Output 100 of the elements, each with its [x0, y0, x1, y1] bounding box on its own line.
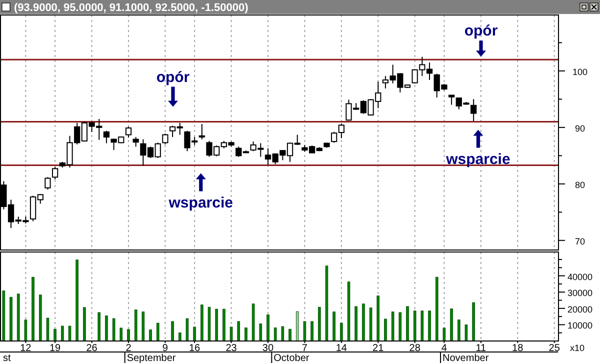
bar [186, 318, 189, 342]
x-tick-label: 14 [336, 343, 348, 354]
bar [296, 311, 299, 342]
x-tick-label: 7 [302, 343, 308, 354]
y-tick-label: 80 [574, 180, 586, 190]
bar [354, 306, 358, 342]
chart-title: (93.9000, 95.0000, 91.1000, 92.5000, -1.50000) [14, 2, 249, 14]
text: st [3, 353, 11, 363]
bar [274, 328, 277, 342]
bar [450, 308, 453, 342]
y-tick-label: 90 [574, 123, 586, 134]
x-tick-label: 16 [189, 343, 201, 354]
annotation: wsparcie [445, 150, 510, 168]
bar [178, 332, 182, 342]
bar [266, 314, 270, 342]
bar [149, 330, 152, 342]
y-tick-label: 20000 [567, 304, 593, 314]
bar [281, 326, 284, 342]
bar [442, 328, 446, 342]
bar [200, 304, 204, 342]
bar [16, 294, 20, 342]
text: October [274, 353, 310, 363]
bar [76, 260, 78, 342]
y-tick-label: 30000 [567, 288, 593, 298]
bar [2, 290, 6, 342]
bar [457, 320, 460, 342]
bar [222, 308, 226, 342]
x-tick-label: 25 [548, 343, 560, 354]
bar [340, 322, 343, 342]
x-tick-label: 28 [409, 343, 421, 354]
bar [46, 318, 50, 342]
bar [384, 318, 387, 342]
bar [127, 329, 130, 342]
bar [98, 312, 101, 342]
candlestick [52, 166, 58, 180]
x-tick-label: 21 [372, 343, 384, 354]
bar [362, 304, 365, 342]
x-tick-label: 12 [20, 343, 32, 354]
candlestick [198, 124, 205, 140]
bar [398, 312, 402, 342]
bar [208, 306, 211, 342]
bar [347, 282, 350, 342]
bar [318, 306, 321, 342]
x-tick-label: 23 [226, 343, 238, 354]
bar [288, 328, 292, 342]
bar [32, 276, 34, 342]
bar [472, 302, 475, 342]
candlestick [162, 133, 168, 145]
x-tick-label: 4 [441, 343, 448, 354]
bar [303, 321, 306, 342]
bar [332, 312, 336, 342]
bar [428, 310, 431, 342]
bar [310, 321, 314, 342]
bar [420, 310, 424, 342]
annotation: wsparcie [168, 194, 233, 212]
x-tick-label: 26 [86, 343, 98, 354]
bar [10, 296, 12, 342]
x-tick-label: 9 [162, 343, 168, 354]
bar [237, 321, 240, 342]
x-tick-label: 2 [126, 343, 132, 354]
bar [406, 306, 409, 342]
bar [83, 307, 86, 342]
candlestick [448, 94, 455, 106]
bar [244, 328, 248, 342]
bar [142, 312, 145, 342]
bar [156, 322, 160, 342]
candlestick [103, 130, 110, 144]
bar [413, 310, 416, 342]
bar [112, 318, 116, 342]
bar [68, 326, 72, 342]
bar [369, 308, 372, 342]
bar [24, 320, 28, 342]
bar [464, 324, 468, 342]
bar [38, 294, 42, 342]
annotation: opór [464, 22, 498, 40]
text: November [442, 353, 490, 363]
y-tick-label: 10000 [567, 320, 593, 331]
bar [325, 266, 328, 342]
candlestick [132, 136, 139, 148]
candlestick [470, 98, 477, 122]
bar [230, 326, 233, 342]
bar [376, 296, 380, 342]
bar [105, 316, 108, 342]
bar [134, 310, 138, 342]
y-tick-label: 40000 [567, 272, 593, 282]
bar [215, 308, 218, 342]
bar [193, 326, 196, 342]
x-tick-label: 11 [476, 343, 487, 354]
x-tick-label: 19 [50, 343, 62, 354]
text: September [126, 353, 176, 363]
bar [435, 276, 438, 342]
bar [391, 312, 394, 342]
y-tick-label: 70 [574, 236, 586, 246]
candlestick [44, 176, 51, 190]
y-tick-label: 100 [572, 66, 588, 77]
bar [61, 326, 64, 342]
x-tick-label: 30 [262, 343, 274, 354]
bar [252, 304, 255, 342]
x-tick-label: 18 [512, 343, 524, 354]
text: x10 [570, 343, 585, 353]
